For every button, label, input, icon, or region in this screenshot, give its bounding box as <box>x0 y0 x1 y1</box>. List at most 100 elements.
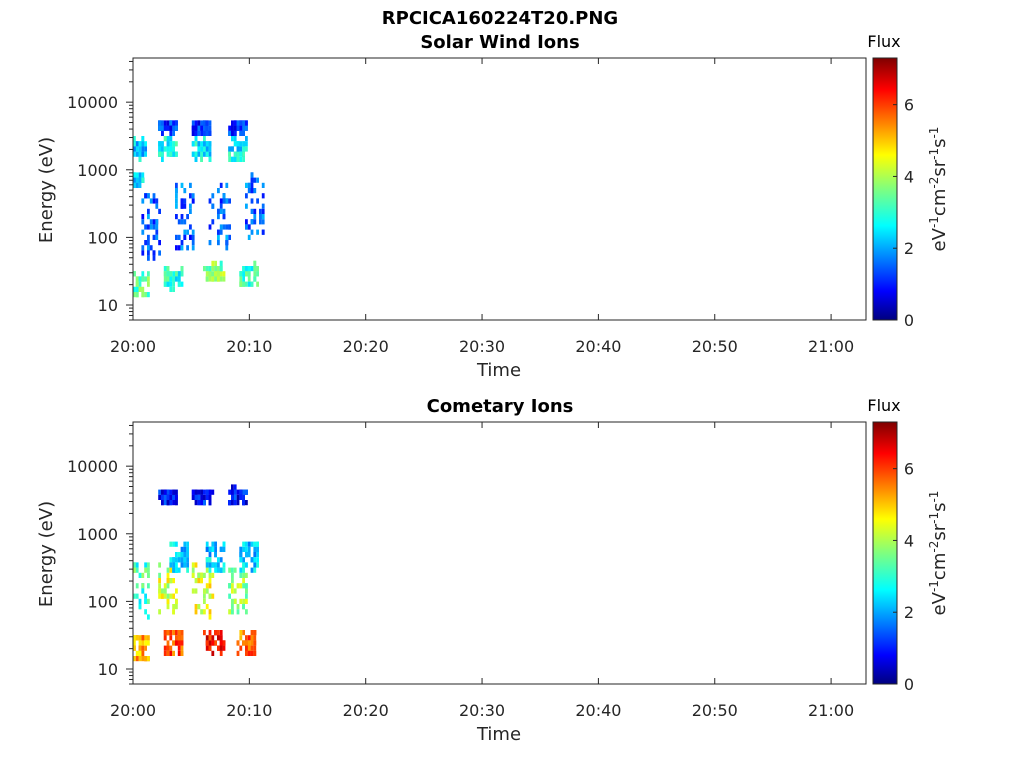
flux-cell <box>191 245 195 251</box>
flux-cell <box>208 635 212 641</box>
flux-cell <box>155 203 159 209</box>
flux-cell <box>135 593 139 599</box>
flux-cell <box>208 630 212 636</box>
flux-cell <box>239 281 243 287</box>
flux-cell <box>144 598 147 604</box>
flux-cell <box>141 141 145 147</box>
flux-cell <box>175 182 178 188</box>
flux-cell <box>169 151 173 157</box>
flux-cell <box>197 489 201 495</box>
flux-cell <box>133 562 136 568</box>
colorbar-unit-label: eV-1cm-2sr-1s-1 <box>927 491 950 616</box>
flux-cell <box>239 130 243 136</box>
flux-cell <box>166 494 170 500</box>
flux-cell <box>180 640 184 646</box>
flux-cell <box>135 286 139 292</box>
flux-cell <box>225 245 229 251</box>
flux-cell <box>247 546 251 552</box>
flux-cell <box>245 182 248 188</box>
x-tick-label: 20:00 <box>110 701 156 720</box>
y-tick-label: 1000 <box>77 525 118 544</box>
flux-cell <box>138 656 142 662</box>
flux-cell <box>194 489 198 495</box>
flux-cell <box>247 276 251 282</box>
flux-cell <box>228 583 231 589</box>
flux-cell <box>222 546 226 552</box>
flux-cell <box>205 546 209 552</box>
flux-cell <box>175 489 178 495</box>
flux-cell <box>219 271 223 277</box>
flux-cell <box>214 541 217 547</box>
flux-cell <box>194 136 198 142</box>
flux-cell <box>261 182 265 188</box>
flux-cell <box>175 271 178 277</box>
flux-cell <box>141 146 145 152</box>
flux-cell <box>147 240 150 246</box>
flux-cell <box>138 281 142 287</box>
flux-cell <box>141 572 145 578</box>
flux-cell <box>242 141 245 147</box>
flux-cell <box>239 645 243 651</box>
flux-cell <box>205 583 209 589</box>
flux-cell <box>147 656 150 662</box>
flux-cell <box>172 130 175 136</box>
flux-cell <box>133 292 136 298</box>
flux-cell <box>233 151 237 157</box>
flux-cell <box>250 229 254 235</box>
flux-cell <box>219 229 223 235</box>
flux-cell <box>228 234 231 240</box>
flux-cell <box>228 224 231 230</box>
flux-cell <box>211 271 215 277</box>
flux-cell <box>172 141 175 147</box>
flux-cell <box>175 541 178 547</box>
flux-cell <box>163 146 167 152</box>
colorbar-tick-label: 4 <box>904 167 914 186</box>
flux-cell <box>253 635 257 641</box>
flux-cell <box>197 572 201 578</box>
flux-cell <box>222 541 226 547</box>
flux-cell <box>203 125 206 131</box>
flux-cell <box>205 604 209 610</box>
flux-cell <box>183 546 187 552</box>
flux-cell <box>211 635 215 641</box>
flux-cell <box>169 136 173 142</box>
flux-cell <box>236 500 240 506</box>
flux-cell <box>197 125 201 131</box>
flux-cell <box>231 136 234 142</box>
flux-cell <box>138 146 142 152</box>
flux-cell <box>191 125 195 131</box>
flux-cell <box>245 650 248 656</box>
flux-cell <box>144 193 147 199</box>
flux-cell <box>245 489 248 495</box>
flux-cell <box>203 500 206 506</box>
flux-cell <box>211 562 215 568</box>
flux-cell <box>135 146 139 152</box>
flux-cell <box>231 120 234 126</box>
flux-cell <box>141 229 145 235</box>
flux-cell <box>208 146 212 152</box>
flux-cell <box>231 130 234 136</box>
flux-cell <box>149 198 153 204</box>
flux-cell <box>250 266 254 272</box>
flux-cell <box>177 650 181 656</box>
flux-cell <box>166 141 170 147</box>
flux-cell <box>175 120 178 126</box>
flux-cell <box>250 198 254 204</box>
flux-cell <box>197 141 201 147</box>
flux-cell <box>166 489 170 495</box>
flux-cell <box>247 234 251 240</box>
flux-cell <box>169 141 173 147</box>
flux-cell <box>253 214 257 220</box>
flux-cell <box>191 489 195 495</box>
flux-cell <box>189 208 192 214</box>
flux-cell <box>166 630 170 636</box>
flux-cell <box>261 214 265 220</box>
flux-cell <box>166 572 170 578</box>
flux-cell <box>245 562 248 568</box>
flux-cell <box>200 151 203 157</box>
flux-cell <box>203 141 206 147</box>
flux-cell <box>239 557 243 563</box>
flux-cell <box>242 494 245 500</box>
flux-cell <box>138 598 142 604</box>
flux-cell <box>253 546 257 552</box>
